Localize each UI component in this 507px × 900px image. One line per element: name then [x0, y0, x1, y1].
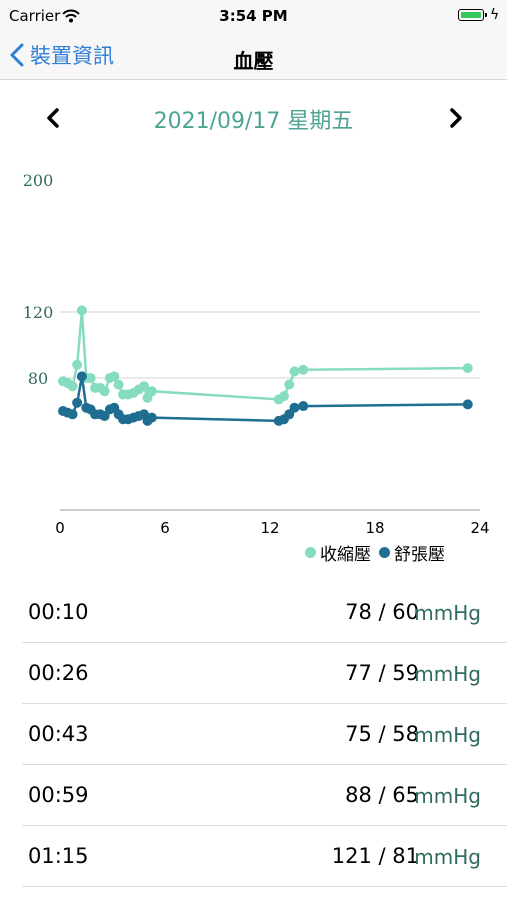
data-point-systolic: [109, 371, 120, 382]
series-line-systolic: [62, 310, 468, 401]
y-tick-label: 80: [28, 369, 48, 388]
list-item[interactable]: 00:10 78 / 60 mmHg: [22, 582, 507, 643]
data-point-diastolic: [67, 409, 78, 420]
data-point-systolic: [76, 305, 87, 316]
data-point-systolic: [99, 386, 110, 397]
reading-value: 77 / 59: [345, 661, 419, 685]
reading-unit: mmHg: [414, 601, 481, 625]
reading-value: 75 / 58: [345, 722, 419, 746]
data-point-diastolic: [462, 399, 473, 410]
data-point-systolic: [462, 363, 473, 374]
battery-tip: [485, 13, 487, 17]
navigation-bar: 裝置資訊 血壓: [0, 32, 507, 80]
data-point-diastolic: [289, 402, 300, 413]
data-point-systolic: [139, 381, 149, 392]
data-point-systolic: [72, 359, 83, 370]
data-point-diastolic: [76, 371, 87, 382]
list-item[interactable]: 01:15 121 / 81 mmHg: [22, 826, 507, 887]
battery-icon: [458, 9, 484, 21]
reading-time: 00:59: [28, 783, 89, 807]
charging-icon: ϟ: [490, 7, 500, 23]
legend-systolic-dot: [305, 547, 316, 558]
x-tick-label: 12: [260, 519, 279, 537]
list-item[interactable]: 00:26 77 / 59 mmHg: [22, 643, 507, 704]
back-button[interactable]: 裝置資訊: [10, 37, 114, 73]
reading-value: 88 / 65: [345, 783, 419, 807]
reading-unit: mmHg: [414, 845, 481, 869]
data-point-systolic: [146, 386, 157, 397]
chevron-right-icon: [450, 108, 462, 128]
page-title: 血壓: [233, 49, 274, 73]
data-point-systolic: [298, 364, 309, 375]
reading-time: 01:15: [28, 844, 89, 868]
data-point-systolic: [67, 381, 78, 392]
date-selector: 2021/09/17 星期五: [0, 95, 507, 139]
legend-diastolic-dot: [379, 547, 390, 558]
chart-legend: 收縮壓 舒張壓: [305, 540, 453, 565]
legend-diastolic-label: 舒張壓: [394, 545, 445, 565]
chevron-left-icon: [10, 43, 24, 67]
reading-unit: mmHg: [414, 784, 481, 808]
legend-systolic: 收縮壓: [305, 540, 371, 565]
reading-unit: mmHg: [414, 662, 481, 686]
x-tick-label: 0: [55, 519, 65, 537]
previous-day-button[interactable]: [38, 103, 68, 133]
reading-value: 78 / 60: [345, 600, 419, 624]
blood-pressure-chart: 200 120 80 0 6 12 18 24: [23, 171, 490, 537]
legend-systolic-label: 收縮壓: [320, 545, 371, 565]
list-item[interactable]: 00:43 75 / 58 mmHg: [22, 704, 507, 765]
clock: 3:54 PM: [219, 7, 288, 25]
data-point-diastolic: [298, 401, 309, 412]
data-point-diastolic: [72, 397, 83, 408]
wifi-icon: [62, 8, 80, 27]
carrier-label: Carrier: [9, 7, 61, 25]
data-point-systolic: [289, 366, 300, 377]
x-tick-label: 18: [365, 519, 384, 537]
readings-list: 00:10 78 / 60 mmHg 00:26 77 / 59 mmHg 00…: [22, 582, 507, 887]
x-tick-label: 24: [470, 519, 489, 537]
chevron-left-icon: [47, 108, 59, 128]
status-bar: Carrier 3:54 PM ϟ: [0, 0, 507, 32]
list-item[interactable]: 00:59 88 / 65 mmHg: [22, 765, 507, 826]
x-tick-label: 6: [160, 519, 170, 537]
reading-time: 00:26: [28, 661, 89, 685]
data-point-diastolic: [146, 412, 157, 423]
data-point-systolic: [113, 379, 124, 390]
y-tick-label: 120: [23, 303, 54, 322]
legend-diastolic: 舒張壓: [379, 540, 445, 565]
reading-time: 00:43: [28, 722, 89, 746]
reading-value: 121 / 81: [331, 844, 419, 868]
next-day-button[interactable]: [441, 103, 471, 133]
reading-time: 00:10: [28, 600, 89, 624]
data-point-systolic: [284, 379, 295, 390]
back-label: 裝置資訊: [30, 44, 114, 68]
y-tick-label: 200: [23, 171, 54, 190]
date-label: 2021/09/17 星期五: [153, 109, 354, 134]
data-point-systolic: [85, 373, 96, 383]
data-point-systolic: [279, 391, 289, 402]
reading-unit: mmHg: [414, 723, 481, 747]
